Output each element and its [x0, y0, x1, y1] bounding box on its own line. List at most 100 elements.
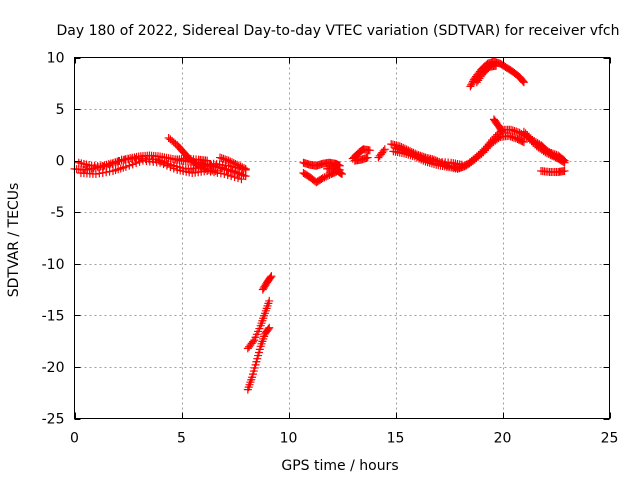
series-arc-a6 — [171, 154, 212, 165]
data-point — [530, 137, 539, 146]
data-point — [512, 127, 521, 136]
y-axis-label: SDTVAR / TECUs — [6, 183, 22, 298]
data-point — [229, 159, 238, 168]
series-arc-e1 — [387, 125, 567, 172]
data-point — [227, 172, 236, 181]
data-point — [265, 296, 274, 305]
data-point — [198, 163, 207, 172]
data-point — [216, 153, 225, 162]
data-point — [519, 77, 528, 86]
data-point — [323, 164, 332, 173]
data-point — [363, 153, 372, 162]
data-point — [224, 156, 233, 165]
series-arc-b3 — [258, 272, 276, 294]
y-tick-label: -10 — [42, 257, 65, 273]
data-point — [504, 131, 513, 140]
data-point — [322, 172, 331, 181]
data-point — [234, 161, 243, 170]
data-point — [525, 132, 534, 141]
data-point — [510, 133, 519, 142]
data-point — [508, 133, 517, 142]
data-point — [506, 132, 515, 141]
data-point — [265, 323, 274, 332]
data-point — [519, 138, 528, 147]
data-point — [132, 159, 141, 168]
data-point — [241, 164, 250, 173]
data-point — [507, 125, 516, 134]
data-point — [199, 164, 208, 173]
data-point — [166, 163, 175, 172]
series-arc-b1 — [243, 323, 274, 394]
data-point — [523, 131, 532, 140]
data-point — [457, 160, 466, 169]
data-point — [95, 169, 104, 178]
data-point — [222, 156, 231, 165]
data-point — [226, 157, 235, 166]
data-points — [70, 57, 569, 394]
data-point — [521, 129, 530, 138]
series-arc-d2 — [350, 153, 372, 165]
data-point — [159, 160, 168, 169]
data-point — [223, 171, 232, 180]
y-tick-label: 10 — [47, 51, 65, 67]
data-point — [192, 160, 201, 169]
data-point — [231, 159, 240, 168]
data-point — [213, 168, 222, 177]
data-point — [216, 169, 225, 178]
data-point — [135, 157, 144, 166]
data-point — [211, 166, 220, 175]
data-point — [128, 160, 137, 169]
data-point — [102, 168, 111, 177]
data-point — [365, 146, 374, 155]
x-tick-label: 5 — [177, 431, 186, 447]
data-point — [508, 126, 517, 135]
series-arc-e3 — [391, 144, 466, 169]
chart-title: Day 180 of 2022, Sidereal Day-to-day VTE… — [56, 23, 619, 39]
axis-ticks: 0 5 10 15 20 25 -25 -20 -15 -10 -5 0 5 10 — [42, 51, 619, 447]
x-axis-label: GPS time / hours — [281, 458, 398, 474]
data-point — [203, 156, 212, 165]
data-point — [233, 160, 242, 169]
data-point — [267, 272, 276, 281]
data-point — [467, 80, 476, 89]
data-point — [264, 324, 273, 333]
data-point — [533, 139, 542, 148]
series-arc-c3 — [323, 163, 344, 174]
data-point — [545, 148, 554, 157]
data-point — [492, 61, 501, 70]
data-point — [266, 273, 275, 282]
data-point — [125, 161, 134, 170]
data-point — [468, 79, 477, 88]
data-point — [169, 164, 178, 173]
series-arc-g2 — [472, 61, 501, 87]
data-point — [220, 170, 229, 179]
y-tick-label: -5 — [51, 205, 65, 221]
data-point — [479, 148, 488, 157]
data-point — [515, 128, 524, 137]
data-point — [196, 162, 205, 171]
data-point — [323, 171, 332, 180]
x-tick-label: 20 — [494, 431, 512, 447]
y-tick-label: 5 — [56, 102, 65, 118]
data-point — [560, 166, 569, 175]
data-point — [236, 162, 245, 171]
x-tick-label: 0 — [70, 431, 79, 447]
data-point — [221, 155, 230, 164]
series-arc-d3 — [374, 145, 389, 162]
series-arc-g1 — [466, 57, 528, 91]
data-point — [547, 149, 556, 158]
data-point — [480, 146, 489, 155]
data-point — [494, 134, 503, 143]
data-point — [239, 164, 248, 173]
data-point — [238, 163, 247, 172]
data-point — [519, 78, 528, 87]
y-tick-label: 0 — [56, 154, 65, 170]
series-arc-a5 — [216, 153, 250, 173]
y-tick-label: -25 — [42, 412, 65, 428]
data-point — [468, 77, 477, 86]
plot-frame — [74, 57, 610, 419]
data-point — [519, 127, 528, 136]
data-point — [217, 154, 226, 163]
data-point — [105, 167, 114, 176]
